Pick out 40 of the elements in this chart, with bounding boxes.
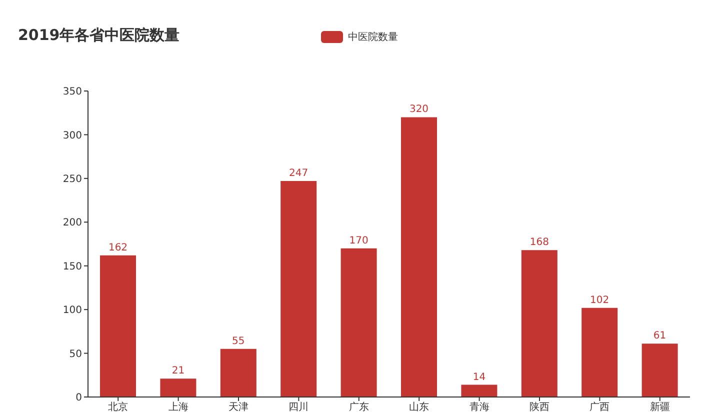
data-label: 162 (108, 242, 128, 254)
bar (521, 250, 558, 397)
x-tick-label: 北京 (108, 401, 128, 414)
y-tick-label: 0 (76, 392, 82, 404)
bar (582, 308, 618, 397)
bar (280, 181, 317, 397)
bar (461, 384, 498, 397)
data-label: 168 (530, 237, 549, 248)
y-tick-label: 350 (62, 86, 82, 98)
x-tick-label: 青海 (469, 401, 490, 414)
y-tick-label: 50 (69, 348, 82, 360)
bar (160, 378, 196, 397)
x-tick-label: 新疆 (650, 401, 670, 414)
y-tick-label: 250 (62, 174, 82, 185)
data-label: 55 (232, 336, 245, 347)
legend-label: 中医院数量 (348, 30, 398, 44)
x-tick-label: 天津 (228, 401, 248, 414)
data-label: 102 (590, 294, 610, 306)
bar (642, 344, 678, 397)
y-tick-label: 150 (62, 261, 82, 272)
bar (220, 348, 256, 397)
data-label: 61 (653, 330, 666, 342)
x-tick-label: 陕西 (530, 401, 550, 414)
data-label: 247 (289, 168, 308, 180)
bar (100, 255, 136, 397)
x-tick-label: 四川 (288, 401, 309, 414)
x-tick-label: 广西 (590, 401, 610, 414)
y-tick-label: 200 (62, 218, 82, 229)
bar (401, 117, 437, 397)
chart-title: 2019年各省中医院数量 (18, 26, 180, 45)
data-label: 320 (409, 104, 429, 116)
y-tick-label: 300 (62, 130, 82, 142)
x-tick-label: 广东 (348, 401, 369, 414)
data-label: 14 (472, 372, 486, 383)
y-tick-label: 100 (62, 305, 82, 316)
data-label: 170 (349, 235, 368, 246)
data-label: 21 (172, 366, 185, 377)
bar (340, 248, 377, 397)
x-tick-label: 山东 (409, 401, 430, 414)
x-tick-label: 上海 (168, 401, 188, 414)
